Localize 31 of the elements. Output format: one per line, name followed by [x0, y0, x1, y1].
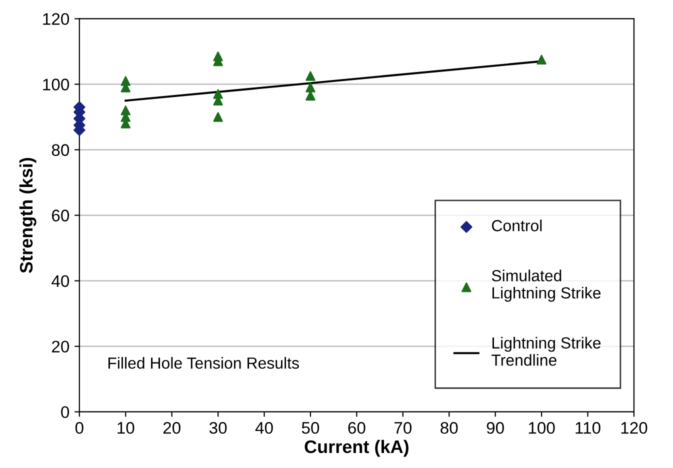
y-tick-label: 120 [43, 13, 70, 25]
point [306, 82, 316, 92]
legend-label: Control [492, 220, 542, 232]
x-tick-label: 80 [440, 422, 458, 434]
x-tick-label: 50 [302, 422, 320, 434]
x-tick-label: 60 [348, 422, 366, 434]
x-tick-label: 30 [209, 422, 227, 434]
y-tick-label: 40 [52, 275, 70, 288]
x-tick-label: 100 [528, 422, 555, 434]
x-tick-label: 0 [75, 422, 84, 434]
y-tick-label: 80 [52, 144, 70, 156]
annotation: Filled Hole Tension Results [108, 357, 299, 369]
point [213, 112, 223, 122]
x-tick-label: 10 [118, 422, 134, 434]
point [536, 54, 546, 65]
y-tick-label: 60 [52, 210, 70, 222]
legend-label: Simulated Lightning Strike [492, 270, 601, 302]
x-axis-title: Current (kA) [304, 440, 408, 457]
point [306, 90, 316, 101]
x-tick-label: 70 [394, 422, 412, 434]
point [306, 71, 316, 81]
y-tick-label: 20 [52, 340, 70, 353]
x-tick-label: 90 [486, 422, 504, 434]
y-axis-title: Strength (ksi) [19, 158, 36, 273]
x-tick-label: 120 [621, 422, 648, 434]
x-tick-label: 40 [255, 422, 273, 434]
legend-label: Lightning Strike Trendline [492, 336, 601, 366]
x-tick-label: 110 [576, 422, 600, 434]
y-tick-label: 100 [43, 78, 70, 90]
x-tick-label: 20 [163, 422, 180, 434]
y-tick-label: 0 [61, 406, 70, 418]
